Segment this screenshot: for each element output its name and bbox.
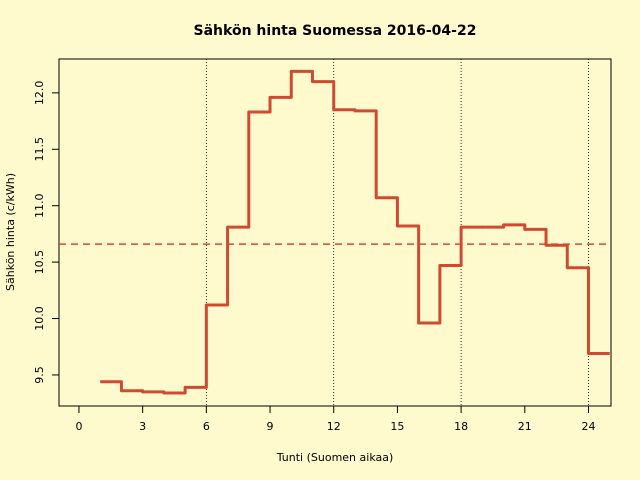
plot-box [58,58,612,407]
x-tick-label: 9 [267,420,274,433]
y-tick-label: 12.0 [33,81,46,106]
chart-title: Sähkön hinta Suomessa 2016-04-22 [194,23,477,39]
x-tick-label: 3 [139,420,146,433]
y-tick-label: 10.5 [33,250,46,275]
y-axis-label: Sähkön hinta (c/kWh) [4,173,17,291]
x-tick-label: 12 [327,420,341,433]
x-tick-label: 15 [390,420,404,433]
x-tick-label: 0 [75,420,82,433]
y-tick-label: 11.5 [33,137,46,162]
y-tick-label: 9.5 [33,366,46,384]
x-tick-label: 21 [518,420,532,433]
x-axis-label: Tunti (Suomen aikaa) [276,451,394,464]
y-tick-label: 10.0 [33,306,46,331]
y-tick-label: 11.0 [33,193,46,218]
x-tick-label: 6 [203,420,210,433]
x-tick-label: 24 [581,420,595,433]
x-tick-label: 18 [454,420,468,433]
